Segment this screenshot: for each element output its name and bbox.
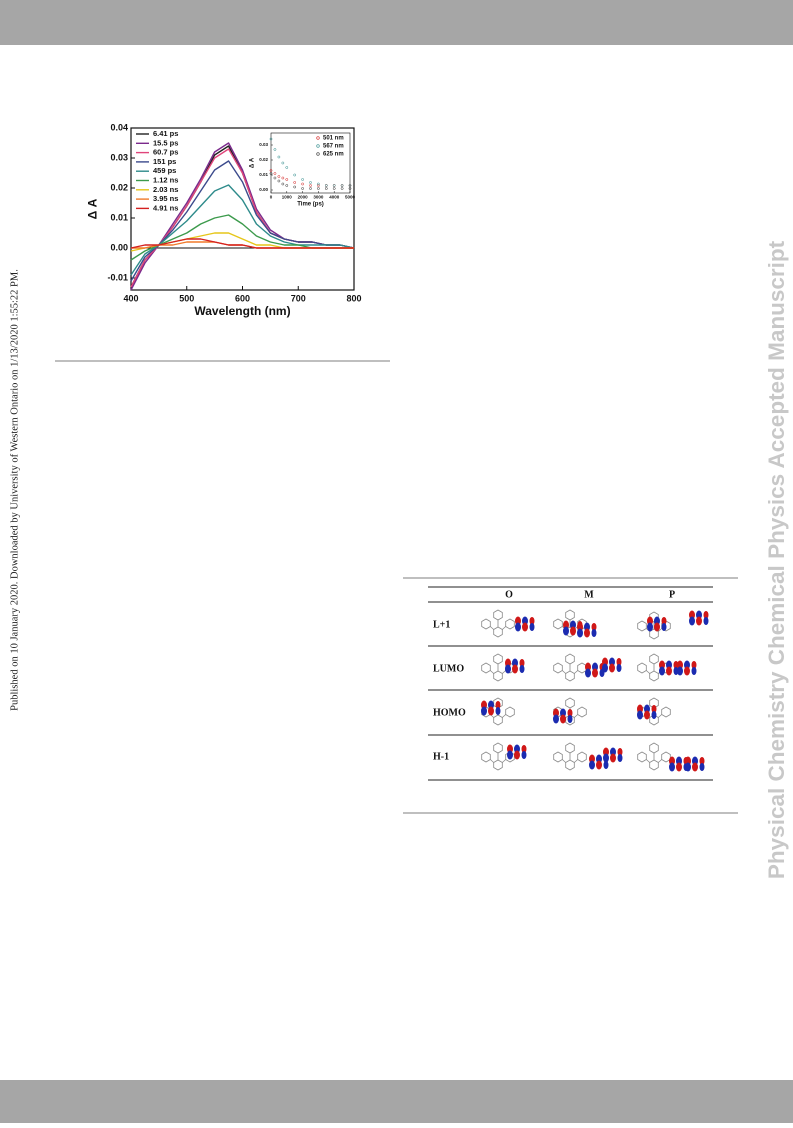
legend-label: 6.41 ps bbox=[153, 129, 178, 138]
data-point bbox=[309, 184, 312, 187]
legend-swatch bbox=[316, 152, 320, 156]
chart: 0 1000 2000 3000 4000 5000 0.00 0.01 0.02 0.03 Tim… bbox=[250, 132, 356, 207]
legend-label: 625 nm bbox=[323, 152, 344, 158]
legend-label: 60.7 ps bbox=[153, 148, 178, 157]
legend-label: 15.5 ps bbox=[153, 138, 178, 147]
data-point bbox=[293, 185, 297, 189]
chart: 400 500 600 700 800 -0.01 0.00 0.01 0.02 0.03 0.04… bbox=[85, 122, 361, 317]
header-bar bbox=[0, 0, 793, 45]
data-point bbox=[273, 148, 277, 151]
series-line bbox=[130, 160, 355, 282]
legend-swatch bbox=[316, 136, 320, 140]
data-point bbox=[293, 173, 297, 177]
data-point bbox=[332, 184, 336, 187]
legend-label: 3.95 ns bbox=[153, 194, 178, 203]
data-point bbox=[309, 187, 312, 190]
plot-frame bbox=[270, 132, 351, 194]
data-point bbox=[324, 187, 328, 190]
y-tick-label: 0.00 bbox=[110, 242, 128, 252]
legend-label: 2.03 ns bbox=[153, 185, 178, 194]
x-tick-label: 600 bbox=[235, 293, 250, 303]
data-point bbox=[285, 184, 289, 187]
data-point bbox=[293, 181, 297, 184]
data-point bbox=[273, 176, 277, 180]
watermark: Physical Chemistry Chemical Physics Acce… bbox=[764, 240, 789, 879]
legend-label: 1.12 ns bbox=[153, 175, 178, 184]
legend-label: 4.91 ns bbox=[153, 203, 178, 212]
footer-bar bbox=[0, 1080, 793, 1123]
data-point bbox=[269, 137, 273, 141]
data-point bbox=[281, 182, 285, 186]
data-point bbox=[281, 161, 285, 165]
data-point bbox=[324, 184, 328, 187]
column-header: M bbox=[584, 589, 594, 600]
data-point bbox=[269, 172, 273, 175]
legend-label: 151 ps bbox=[153, 157, 176, 166]
data-point bbox=[317, 187, 320, 190]
data-point bbox=[332, 187, 336, 190]
data-point bbox=[340, 184, 344, 187]
x-tick-label: 500 bbox=[179, 293, 194, 303]
data-point bbox=[285, 166, 289, 169]
x-tick-label: 800 bbox=[346, 293, 361, 303]
x-tick-label: 0 bbox=[270, 195, 273, 200]
x-tick-label: 400 bbox=[123, 293, 138, 303]
x-tick-label: 2000 bbox=[298, 195, 309, 200]
y-axis-label: Δ A bbox=[85, 198, 99, 219]
data-point bbox=[301, 182, 304, 186]
legend-swatch bbox=[316, 144, 320, 148]
data-point bbox=[317, 182, 320, 186]
data-point bbox=[285, 178, 289, 181]
x-tick-label: 1000 bbox=[282, 195, 293, 200]
legend-label: 567 nm bbox=[323, 144, 344, 150]
data-point bbox=[277, 175, 281, 178]
column-header: O bbox=[505, 589, 513, 600]
y-tick-label: 0.04 bbox=[110, 122, 128, 132]
y-tick-label: -0.01 bbox=[107, 272, 128, 282]
data-point bbox=[348, 184, 352, 187]
legend-label: 459 ps bbox=[153, 166, 176, 175]
row-header: L+1 bbox=[433, 619, 450, 630]
series-line bbox=[130, 184, 355, 276]
x-tick-label: 5000 bbox=[345, 195, 356, 200]
orbital-images bbox=[481, 609, 709, 772]
row-header: LUMO bbox=[433, 663, 464, 674]
data-point bbox=[273, 172, 277, 175]
column-header: P bbox=[669, 589, 675, 600]
data-point bbox=[340, 187, 344, 190]
y-tick-label: 0.03 bbox=[110, 152, 128, 162]
y-tick-label: 0.01 bbox=[110, 212, 128, 222]
data-point bbox=[277, 179, 281, 183]
orbital-table: O M P L+1 LUMO HOMO H-1 bbox=[428, 586, 713, 781]
data-point bbox=[301, 187, 304, 190]
data-point bbox=[348, 187, 352, 190]
data-point bbox=[301, 178, 304, 181]
x-axis-label: Time (ps) bbox=[297, 201, 324, 207]
series-line bbox=[130, 238, 354, 249]
side-note: Published on 10 January 2020. Downloaded… bbox=[9, 269, 20, 711]
data-point bbox=[309, 181, 312, 184]
row-header: HOMO bbox=[433, 707, 466, 718]
y-tick-label: 0.00 bbox=[259, 187, 268, 192]
data-point bbox=[269, 169, 273, 172]
legend-label: 501 nm bbox=[323, 136, 344, 142]
x-axis-label: Wavelength (nm) bbox=[194, 304, 290, 318]
y-tick-label: 0.02 bbox=[259, 157, 268, 162]
x-tick-label: 3000 bbox=[313, 195, 324, 200]
data-point bbox=[317, 184, 320, 187]
data-point bbox=[281, 176, 285, 180]
y-tick-label: 0.02 bbox=[110, 182, 128, 192]
x-tick-label: 700 bbox=[291, 293, 306, 303]
data-point bbox=[277, 155, 281, 159]
x-tick-label: 4000 bbox=[329, 195, 340, 200]
y-tick-label: 0.01 bbox=[259, 172, 268, 177]
y-axis-label: Δ A bbox=[250, 157, 256, 168]
y-tick-label: 0.03 bbox=[259, 142, 268, 147]
row-header: H-1 bbox=[433, 751, 449, 762]
